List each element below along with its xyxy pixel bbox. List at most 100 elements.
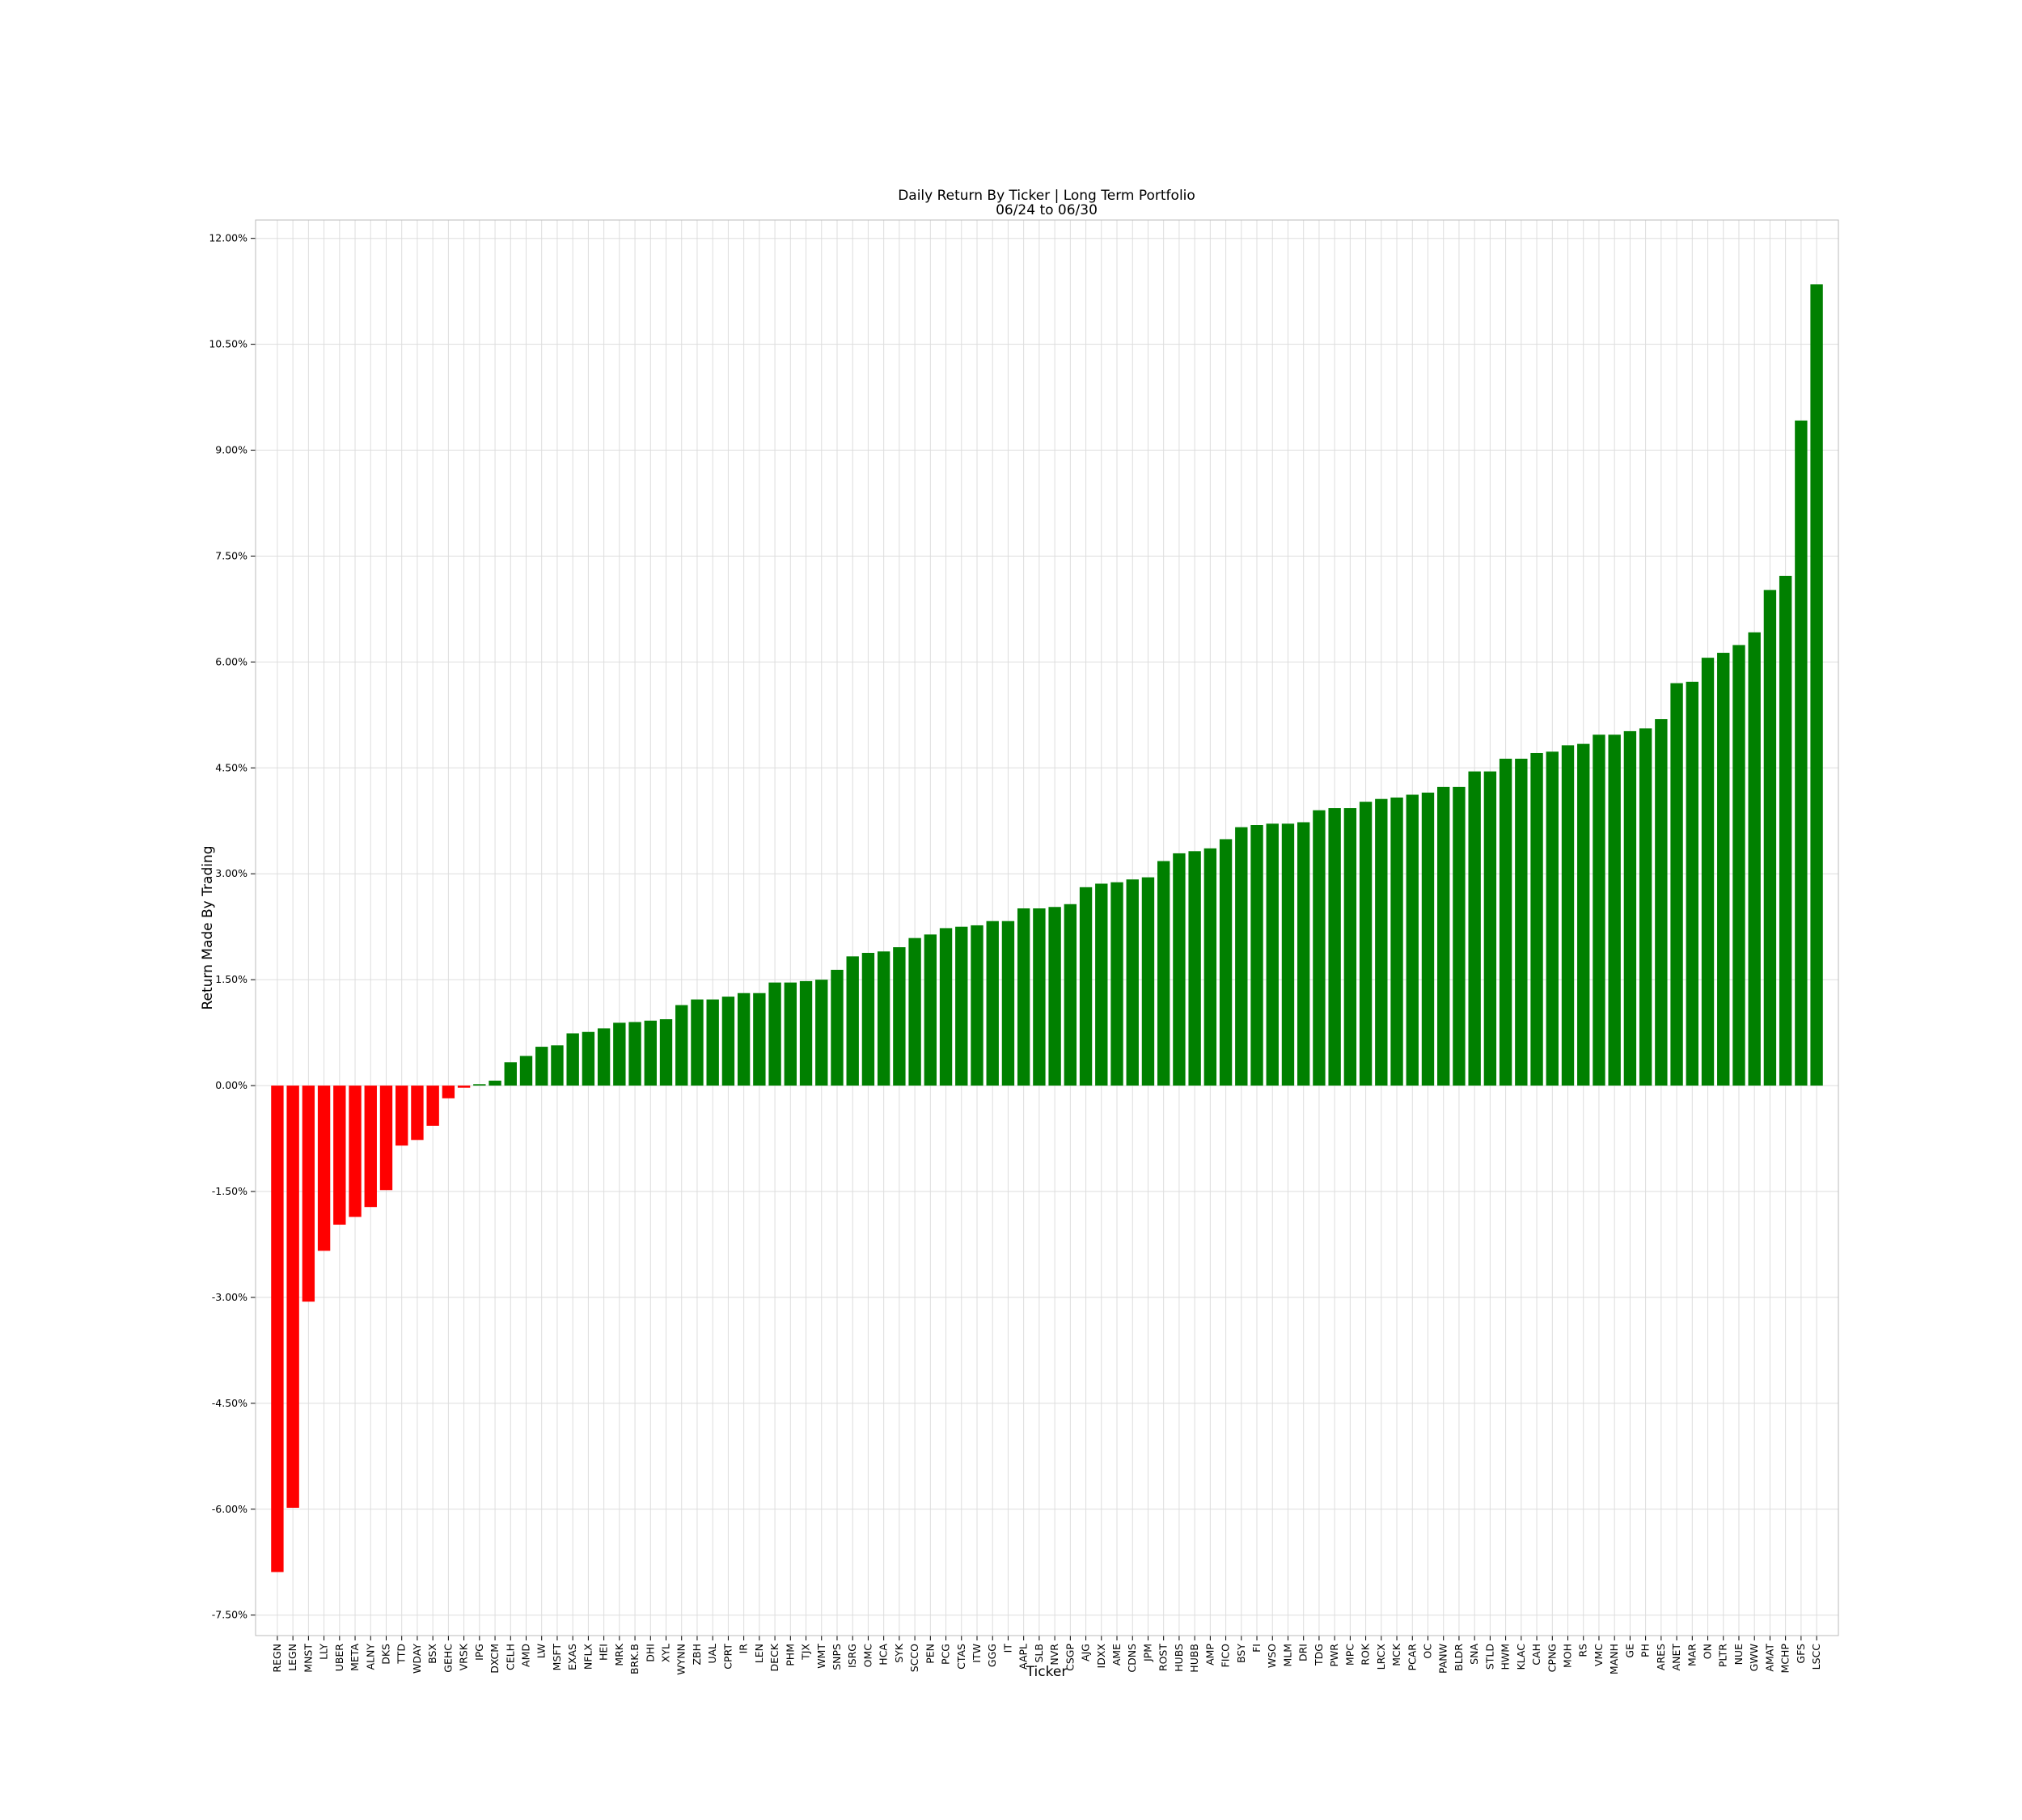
- bar: [1577, 743, 1590, 1086]
- x-tick-label: JPM: [1141, 1644, 1153, 1662]
- bar: [457, 1086, 471, 1088]
- bar: [1328, 808, 1341, 1086]
- bar: [379, 1086, 393, 1191]
- x-tick-label: PH: [1639, 1644, 1652, 1657]
- bar: [691, 999, 704, 1086]
- x-axis-label: Ticker: [1026, 1664, 1068, 1680]
- x-tick-label: ARES: [1655, 1644, 1667, 1670]
- bar: [1593, 734, 1605, 1086]
- plot-frame: [255, 219, 1839, 1636]
- y-tick-label: 7.50%: [215, 549, 247, 561]
- x-tick-label: SLB: [1033, 1644, 1045, 1662]
- bar: [333, 1086, 346, 1225]
- bar: [721, 997, 735, 1086]
- bar: [1343, 808, 1357, 1086]
- bar: [1717, 653, 1730, 1086]
- bar: [1515, 758, 1528, 1086]
- x-tick-label: IR: [738, 1644, 750, 1654]
- bar: [396, 1086, 408, 1146]
- bar: [1530, 752, 1543, 1086]
- x-tick-label: MPC: [1343, 1644, 1356, 1666]
- bar: [675, 1005, 688, 1086]
- bar: [613, 1022, 626, 1086]
- bar: [815, 980, 828, 1086]
- bar: [1126, 879, 1139, 1086]
- bar: [1375, 798, 1388, 1086]
- bar: [1795, 420, 1808, 1086]
- x-tick-label: GFS: [1795, 1644, 1807, 1664]
- bar: [519, 1056, 533, 1086]
- x-tick-label: MAR: [1686, 1644, 1698, 1666]
- bar: [1468, 771, 1481, 1086]
- bar: [1608, 734, 1621, 1086]
- x-tick-label: TTD: [396, 1644, 408, 1665]
- bar: [473, 1084, 486, 1086]
- x-tick-label: SNPS: [831, 1644, 843, 1670]
- x-tick-label: CSGP: [1064, 1644, 1076, 1671]
- bar: [939, 928, 953, 1086]
- x-tick-label: REGN: [271, 1644, 283, 1673]
- bar: [1203, 848, 1217, 1086]
- x-tick-label: HCA: [878, 1644, 890, 1666]
- x-tick-label: MNST: [302, 1644, 314, 1673]
- bar: [628, 1022, 641, 1086]
- x-tick-label: BSY: [1235, 1644, 1247, 1663]
- x-tick-label: VMC: [1593, 1644, 1605, 1666]
- x-tick-label: IT: [1001, 1644, 1013, 1653]
- y-tick-label: -7.50%: [212, 1609, 247, 1621]
- bar: [1546, 751, 1559, 1086]
- chart-subtitle: 06/24 to 06/30: [996, 202, 1098, 218]
- bar: [504, 1062, 517, 1086]
- bar: [1313, 810, 1326, 1086]
- x-tick-label: PHM: [784, 1644, 796, 1666]
- x-tick-label: TDG: [1313, 1644, 1325, 1666]
- x-tick-label: MANH: [1608, 1644, 1620, 1674]
- x-tick-label: AJG: [1080, 1644, 1092, 1661]
- x-tick-label: PCAR: [1406, 1644, 1418, 1671]
- bar: [753, 993, 766, 1086]
- x-tick-label: TJX: [800, 1644, 812, 1661]
- x-tick-label: WYNN: [675, 1644, 687, 1675]
- bar: [737, 993, 751, 1086]
- bar: [1157, 861, 1170, 1086]
- x-tick-label: ISRG: [846, 1644, 858, 1668]
- bar: [659, 1019, 673, 1086]
- y-tick-label: 1.50%: [215, 973, 247, 985]
- bar: [1499, 758, 1512, 1086]
- bar: [1561, 745, 1575, 1086]
- x-tick-label: CELH: [504, 1644, 516, 1670]
- bar: [1064, 904, 1077, 1086]
- y-tick-label: -6.00%: [212, 1503, 247, 1515]
- x-tick-label: IDXX: [1095, 1644, 1107, 1669]
- x-tick-label: AMAT: [1763, 1644, 1775, 1672]
- x-tick-label: LW: [535, 1644, 548, 1658]
- bar: [1033, 908, 1046, 1086]
- x-tick-label: GWW: [1748, 1644, 1760, 1671]
- bar: [1483, 771, 1497, 1086]
- bar: [1686, 681, 1698, 1086]
- bar: [1655, 719, 1668, 1086]
- x-tick-label: IPG: [473, 1644, 485, 1661]
- bar: [768, 982, 781, 1086]
- x-tick-label: CAH: [1530, 1644, 1542, 1666]
- bar: [877, 951, 890, 1086]
- x-tick-label: DXCM: [489, 1644, 501, 1674]
- x-tick-label: CTAS: [955, 1644, 967, 1670]
- bar: [1250, 825, 1263, 1086]
- bar: [364, 1086, 377, 1208]
- bar: [861, 952, 875, 1086]
- x-tick-label: UBER: [333, 1644, 345, 1672]
- x-tick-label: DHI: [644, 1644, 656, 1662]
- bar: [442, 1086, 455, 1098]
- y-tick-label: 0.00%: [215, 1079, 247, 1091]
- bar: [971, 925, 984, 1086]
- bar: [1017, 908, 1030, 1086]
- y-tick-label: 6.00%: [215, 655, 247, 667]
- x-tick-label: RS: [1577, 1644, 1589, 1657]
- x-tick-label: BRK.B: [628, 1644, 641, 1674]
- bar: [317, 1086, 331, 1251]
- bar: [1763, 590, 1777, 1086]
- x-tick-label: SYK: [893, 1643, 905, 1663]
- x-tick-label: LRCX: [1375, 1644, 1387, 1670]
